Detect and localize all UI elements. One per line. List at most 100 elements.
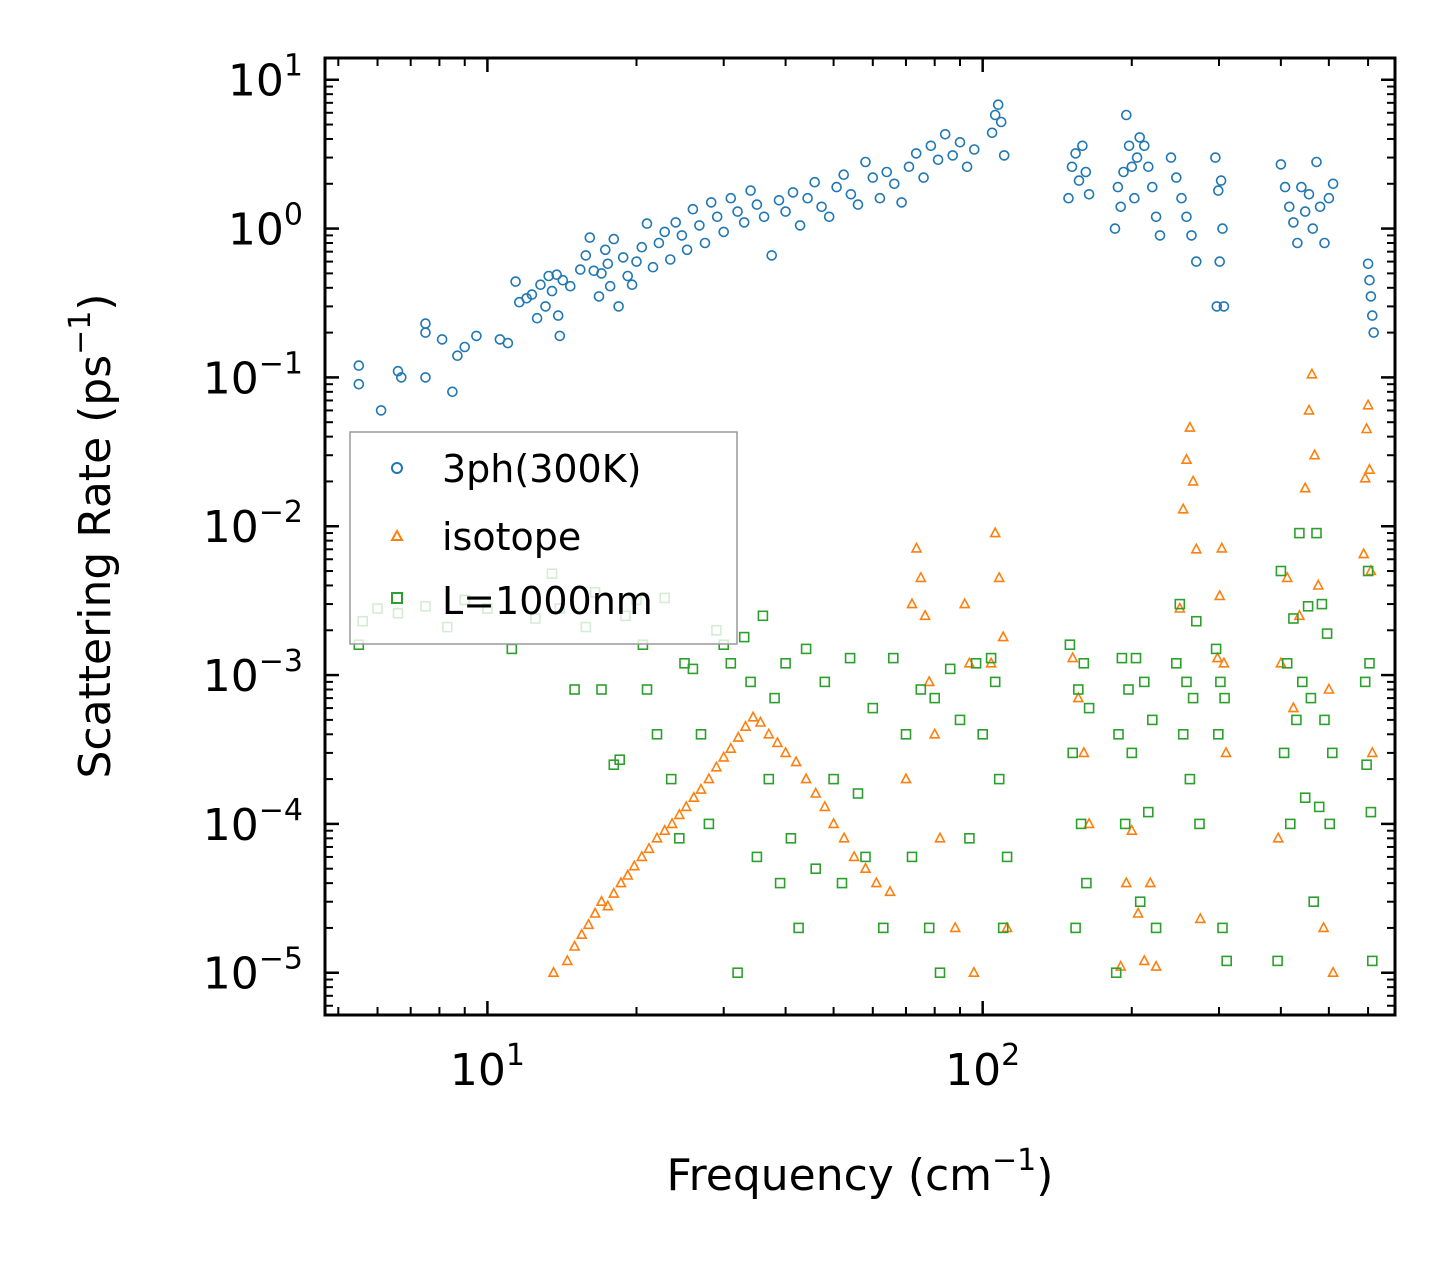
data-point bbox=[1323, 192, 1335, 204]
legend-label-boundary: L=1000nm bbox=[442, 579, 653, 623]
data-point bbox=[1116, 652, 1128, 664]
data-point bbox=[510, 276, 521, 287]
data-point bbox=[732, 206, 743, 217]
data-point bbox=[1075, 818, 1087, 830]
data-point bbox=[1306, 367, 1318, 379]
data-point bbox=[870, 876, 883, 888]
data-point bbox=[1323, 682, 1335, 694]
data-point bbox=[1070, 922, 1081, 934]
data-point bbox=[551, 269, 563, 281]
data-point bbox=[1296, 181, 1307, 193]
data-point bbox=[1311, 156, 1322, 168]
data-point bbox=[1217, 922, 1228, 934]
data-point bbox=[1154, 230, 1166, 241]
series-1 bbox=[547, 367, 1379, 977]
data-point bbox=[1073, 175, 1085, 186]
data-point bbox=[725, 192, 737, 204]
data-point bbox=[569, 684, 580, 695]
data-point bbox=[1187, 474, 1199, 486]
data-point bbox=[915, 684, 927, 695]
data-point bbox=[552, 310, 564, 321]
data-point bbox=[1066, 651, 1079, 663]
data-point bbox=[599, 244, 611, 256]
data-point bbox=[1191, 256, 1202, 267]
data-point bbox=[1121, 109, 1132, 121]
legend-marker-boundary bbox=[391, 592, 403, 604]
data-point bbox=[1294, 527, 1305, 539]
data-point bbox=[867, 172, 879, 183]
series-0 bbox=[353, 99, 1379, 416]
data-point bbox=[420, 327, 431, 338]
data-point bbox=[900, 772, 912, 784]
data-point bbox=[992, 99, 1004, 110]
data-point bbox=[602, 258, 614, 270]
data-point bbox=[1213, 728, 1224, 740]
data-point bbox=[1359, 471, 1372, 483]
data-point bbox=[526, 289, 538, 300]
data-point bbox=[860, 156, 871, 168]
data-point bbox=[838, 169, 850, 180]
data-point bbox=[651, 831, 663, 843]
data-point bbox=[1275, 159, 1287, 170]
data-point bbox=[1184, 420, 1196, 432]
data-point bbox=[838, 831, 850, 843]
data-point bbox=[1077, 746, 1090, 758]
data-point bbox=[687, 790, 700, 802]
data-point bbox=[1368, 327, 1379, 338]
data-point bbox=[1215, 541, 1228, 553]
data-point bbox=[934, 831, 946, 843]
data-point bbox=[447, 386, 458, 398]
data-point bbox=[1365, 291, 1377, 302]
data-point bbox=[1311, 527, 1322, 539]
x-tick-label: 102 bbox=[945, 1038, 1020, 1096]
data-point bbox=[1177, 502, 1190, 514]
data-point bbox=[353, 378, 365, 390]
data-point bbox=[502, 337, 514, 349]
data-point bbox=[836, 877, 848, 889]
data-point bbox=[993, 773, 1005, 785]
data-point bbox=[758, 211, 770, 223]
data-point bbox=[903, 161, 915, 173]
data-point bbox=[914, 571, 927, 583]
data-point bbox=[887, 652, 899, 664]
data-point bbox=[1284, 201, 1295, 213]
data-point bbox=[705, 197, 717, 208]
data-point bbox=[1177, 728, 1189, 740]
data-point bbox=[607, 886, 620, 898]
data-point bbox=[1067, 747, 1078, 759]
data-point bbox=[932, 154, 944, 166]
data-point bbox=[1211, 651, 1224, 663]
data-point bbox=[800, 643, 812, 655]
data-point bbox=[800, 772, 812, 784]
data-point bbox=[1080, 166, 1092, 178]
y-tick-labels: 101 100 10−1 10−2 10−3 10−4 10−5 bbox=[203, 49, 303, 1000]
data-point bbox=[1357, 547, 1370, 559]
data-point bbox=[1292, 237, 1303, 249]
data-point bbox=[375, 405, 387, 416]
data-point bbox=[1279, 181, 1291, 193]
data-point bbox=[1288, 613, 1299, 624]
legend: 3ph(300K) isotope L=1000nm bbox=[349, 431, 738, 645]
data-point bbox=[1165, 152, 1177, 163]
data-point bbox=[1287, 701, 1300, 713]
data-point bbox=[816, 201, 827, 213]
data-point bbox=[1181, 211, 1192, 223]
data-point bbox=[949, 921, 962, 933]
x-axis-label: Frequency (cm−1) bbox=[667, 1143, 1054, 1201]
data-point bbox=[985, 652, 997, 664]
data-point bbox=[751, 199, 763, 210]
data-point bbox=[793, 922, 804, 934]
data-point bbox=[584, 232, 596, 243]
data-point bbox=[906, 851, 918, 863]
data-point bbox=[810, 863, 822, 875]
data-point bbox=[747, 710, 759, 722]
legend-box bbox=[349, 431, 738, 645]
data-point bbox=[596, 268, 607, 279]
data-point bbox=[944, 663, 956, 675]
data-point bbox=[989, 109, 1001, 121]
y-tick-label: 100 bbox=[228, 198, 303, 256]
data-point bbox=[1129, 192, 1140, 204]
data-point bbox=[554, 330, 566, 342]
data-point bbox=[819, 676, 831, 688]
data-point bbox=[1214, 256, 1225, 267]
